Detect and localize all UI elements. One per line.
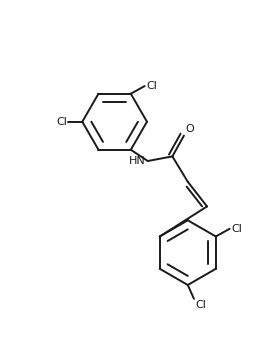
Text: Cl: Cl [231,224,242,234]
Text: HN: HN [129,156,145,166]
Text: Cl: Cl [146,81,157,91]
Text: Cl: Cl [56,117,67,127]
Text: Cl: Cl [196,300,206,310]
Text: O: O [186,124,194,134]
